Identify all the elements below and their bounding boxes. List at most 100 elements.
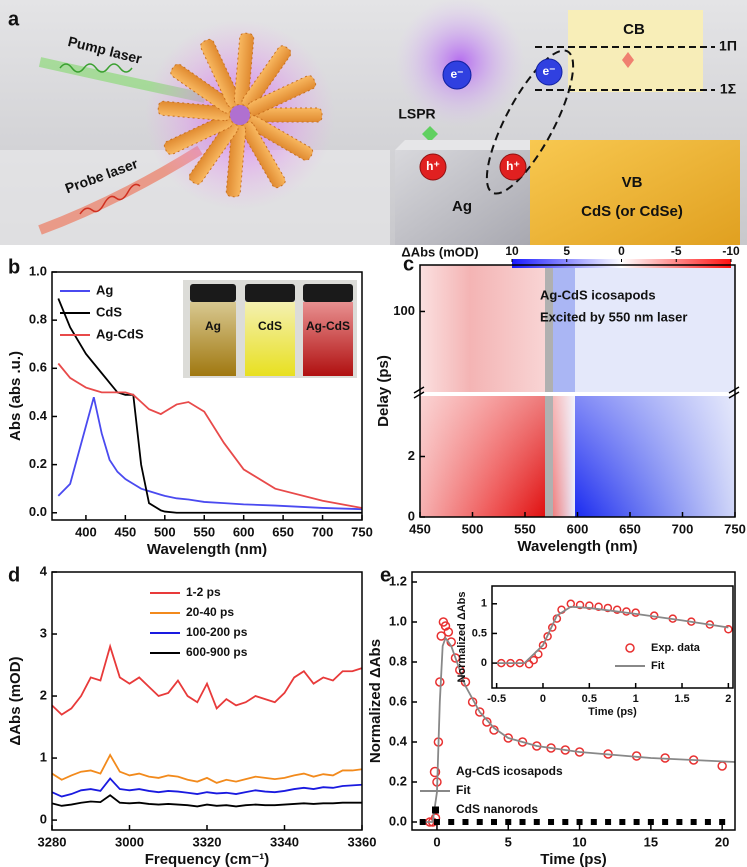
data-point (462, 819, 469, 825)
annotation: Ag-CdS icosapods (540, 287, 656, 302)
data-point (619, 819, 626, 825)
data-point (724, 625, 733, 634)
panel-label: b (8, 256, 20, 278)
colorbar-tick-label: -10 (722, 244, 740, 258)
data-point (562, 819, 569, 825)
icosapod (157, 32, 323, 198)
vial (303, 302, 353, 376)
vb-material-label: CdS (or CdSe) (581, 203, 683, 220)
plot-frame (491, 585, 734, 689)
x-tick-label: 400 (75, 524, 97, 539)
data-point (603, 603, 613, 613)
break-mark (413, 386, 740, 399)
y-tick-label: 0.0 (29, 504, 47, 519)
data-point (647, 819, 654, 825)
x-axis-title: Time (ps) (588, 706, 637, 718)
x-tick-label: 1 (633, 693, 639, 705)
y-tick-label: 0.4 (29, 408, 48, 423)
hole-label: h⁺ (506, 159, 520, 173)
x-tick-label: 0 (540, 693, 546, 705)
x-axis-title: Wavelength (nm) (517, 538, 637, 555)
x-tick-label: 2 (725, 693, 731, 705)
data-point (662, 819, 669, 825)
level-label: 1Π (719, 38, 737, 54)
series-line (51, 643, 363, 716)
y-tick-label: 0.8 (29, 312, 47, 327)
vial-cap (303, 284, 353, 302)
x-tick-label: 10 (572, 834, 586, 849)
x-tick-label: 3360 (348, 834, 377, 849)
data-point (490, 819, 497, 825)
legend-label: Exp. data (651, 642, 701, 654)
legend-label: 1-2 ps (186, 585, 221, 599)
legend-label: CdS (96, 304, 122, 319)
lspr-label: LSPR (398, 106, 435, 122)
colorbar-tick-label: 5 (563, 244, 570, 258)
vial-label: CdS (258, 319, 282, 333)
data-point (538, 641, 548, 650)
y-tick-label: 1.2 (389, 573, 407, 588)
x-tick-label: 500 (462, 521, 484, 536)
data-point (419, 819, 426, 825)
data-point (529, 655, 538, 665)
legend-label: 20-40 ps (186, 605, 234, 619)
data-point (704, 819, 711, 825)
data-point (533, 819, 540, 825)
x-tick-label: 450 (409, 521, 431, 536)
data-point (448, 819, 455, 825)
data-point (633, 819, 640, 825)
data-point (719, 819, 726, 825)
series-line (57, 298, 362, 514)
plot-frame (51, 271, 363, 521)
heatmap-region (420, 265, 545, 392)
x-tick-label: 0 (433, 834, 440, 849)
legend-label: Ag (96, 282, 113, 297)
data-point (594, 602, 603, 612)
y-tick-label: 1.0 (29, 263, 47, 278)
series-line (51, 777, 363, 798)
legend-label: Fit (651, 660, 665, 672)
heatmap-region (575, 265, 735, 392)
x-tick-label: 600 (567, 521, 589, 536)
hole-label: h⁺ (426, 159, 440, 173)
colorbar-title: ΔAbs (mOD) (401, 244, 478, 259)
data-point (543, 632, 552, 641)
x-tick-label: 450 (115, 524, 137, 539)
heatmap-region (553, 265, 575, 392)
vial (245, 302, 295, 376)
colorbar (512, 259, 731, 268)
annotation: Excited by 550 nm laser (540, 309, 687, 324)
series-line (422, 636, 736, 823)
y-tick-label: 0.4 (389, 733, 408, 748)
y-axis-title: Normalized ΔAbs (456, 591, 468, 682)
y-tick-label: 100 (393, 303, 415, 318)
vial (190, 302, 236, 376)
legend-label: Ag-CdS icosapods (456, 764, 563, 778)
x-tick-label: 700 (672, 521, 694, 536)
y-tick-label: 1 (481, 598, 487, 610)
data-point (482, 717, 492, 727)
electron-label: e⁻ (450, 67, 463, 81)
panel-label: d (8, 564, 20, 586)
x-tick-label: 550 (514, 521, 536, 536)
y-tick-label: 0.6 (389, 693, 407, 708)
legend-label: 600-900 ps (186, 645, 248, 659)
ag-top (395, 140, 540, 150)
electron (442, 60, 472, 90)
y-tick-label: 1 (40, 749, 47, 764)
panel-label: e (380, 564, 391, 586)
y-tick-label: 0.2 (29, 456, 47, 471)
data-point (443, 627, 454, 637)
series-line (57, 362, 363, 509)
panel-label: a (8, 8, 20, 30)
data-point (505, 819, 512, 825)
x-tick-label: 3000 (115, 834, 144, 849)
colorbar-tick-label: 10 (505, 244, 519, 258)
data-point (548, 819, 555, 825)
legend-marker (432, 806, 439, 814)
cb-block (568, 10, 703, 92)
legend-label: 100-200 ps (186, 625, 248, 639)
y-tick-label: 0.0 (389, 813, 407, 828)
y-tick-label: 0 (408, 508, 415, 523)
x-tick-label: 0.5 (582, 693, 597, 705)
